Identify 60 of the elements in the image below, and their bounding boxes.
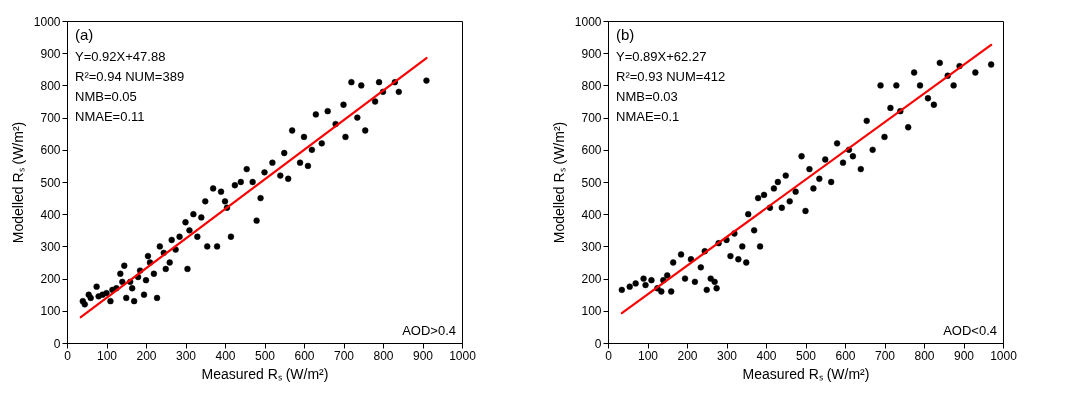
x-tick-label: 300 <box>175 348 197 363</box>
x-tick-label: 900 <box>953 348 975 363</box>
annotation: AOD<0.4 <box>943 323 997 338</box>
x-tick-label: 800 <box>373 348 394 363</box>
annotation: NMAE=0.1 <box>616 109 680 124</box>
annotation: R²=0.93 NUM=412 <box>616 69 726 84</box>
annotation: NMB=0.05 <box>75 89 137 104</box>
y-tick-label: 600 <box>581 143 602 158</box>
y-tick-label: 400 <box>581 207 602 222</box>
y-tick-label: 500 <box>40 175 61 190</box>
y-tick-label: 900 <box>581 46 602 61</box>
x-tick-label: 0 <box>605 348 613 363</box>
x-tick-label: 100 <box>96 348 118 363</box>
x-tick-label: 500 <box>795 348 817 363</box>
y-tick-label: 800 <box>40 78 61 93</box>
x-axis-title: Measured Rₛ (W/m²) <box>742 365 870 382</box>
annotation: AOD>0.4 <box>402 323 456 338</box>
y-tick-label: 1000 <box>33 14 61 29</box>
x-axis-title: Measured Rₛ (W/m²) <box>201 365 329 382</box>
y-tick-label: 900 <box>40 46 61 61</box>
y-tick-label: 400 <box>40 207 61 222</box>
x-tick-label: 300 <box>716 348 738 363</box>
x-tick-label: 1000 <box>990 348 1018 363</box>
annotation: (b) <box>616 26 635 43</box>
annotation: Y=0.89X+62.27 <box>616 49 707 64</box>
x-tick-label: 600 <box>294 348 315 363</box>
y-tick-label: 700 <box>40 111 61 126</box>
y-tick-label: 0 <box>594 336 602 351</box>
y-tick-label: 800 <box>581 78 602 93</box>
x-tick-label: 100 <box>637 348 659 363</box>
y-tick-label: 600 <box>40 143 61 158</box>
y-tick-label: 1000 <box>574 14 602 29</box>
x-tick-label: 1000 <box>449 348 477 363</box>
annotation: NMAE=0.11 <box>75 109 145 124</box>
x-tick-label: 500 <box>254 348 276 363</box>
y-axis-title: Modelled Rₛ (W/m²) <box>550 121 567 244</box>
x-tick-label: 200 <box>136 348 157 363</box>
x-tick-label: 800 <box>914 348 935 363</box>
annotation: (a) <box>75 26 94 43</box>
x-tick-label: 400 <box>215 348 236 363</box>
y-tick-label: 0 <box>53 336 61 351</box>
y-tick-label: 200 <box>40 272 61 287</box>
x-tick-label: 0 <box>64 348 72 363</box>
y-tick-label: 100 <box>581 304 602 319</box>
y-tick-label: 300 <box>581 239 602 254</box>
y-tick-label: 100 <box>40 304 61 319</box>
y-tick-label: 500 <box>581 175 602 190</box>
annotation: R²=0.94 NUM=389 <box>75 69 185 84</box>
annotation: Y=0.92X+47.88 <box>75 49 166 64</box>
x-tick-label: 200 <box>677 348 698 363</box>
y-tick-label: 300 <box>40 239 61 254</box>
x-tick-label: 700 <box>874 348 896 363</box>
y-tick-label: 200 <box>581 272 602 287</box>
x-tick-label: 600 <box>835 348 856 363</box>
y-tick-label: 700 <box>581 111 602 126</box>
annotation: NMB=0.03 <box>616 89 678 104</box>
y-axis-title: Modelled Rₛ (W/m²) <box>9 121 26 244</box>
x-tick-label: 700 <box>333 348 355 363</box>
x-tick-label: 900 <box>412 348 434 363</box>
x-tick-label: 400 <box>756 348 777 363</box>
